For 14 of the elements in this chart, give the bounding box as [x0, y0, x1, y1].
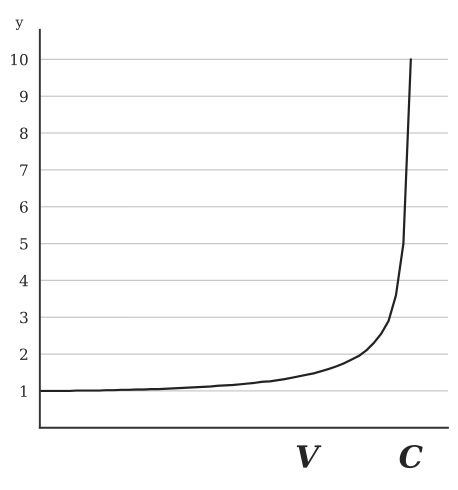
line-series — [40, 58, 412, 392]
x-tick-label: C — [400, 444, 423, 468]
y-tick-label: 4 — [19, 274, 28, 286]
y-tick-label: 7 — [20, 164, 28, 176]
y-tick-label: 3 — [20, 312, 28, 324]
y-tick-label: 10 — [11, 54, 28, 66]
y-tick-label: 9 — [20, 90, 28, 102]
y-tick-label: 5 — [20, 238, 28, 250]
y-tick-label: 2 — [20, 348, 28, 360]
x-tick-label: V — [296, 445, 322, 468]
y-tick-label: 1 — [20, 385, 27, 397]
y-tick-label: 8 — [20, 128, 28, 140]
y-tick-label: 6 — [20, 201, 28, 213]
y-axis-title: y — [15, 20, 24, 30]
